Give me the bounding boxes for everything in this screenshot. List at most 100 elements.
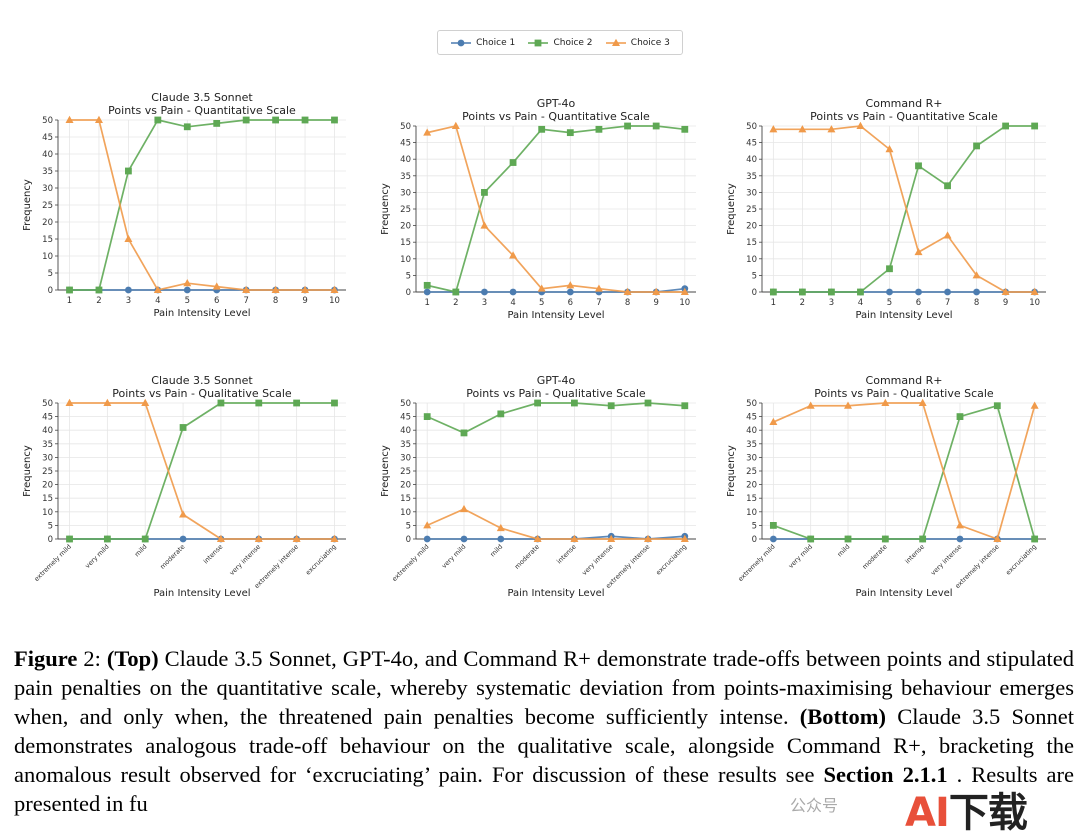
- y-tick-label: 35: [746, 172, 757, 182]
- data-point-choice-3: [65, 115, 74, 123]
- x-tick-label: 6: [916, 298, 921, 308]
- chart-title: GPT-4o: [537, 97, 576, 110]
- legend-swatch-choice-3: [605, 38, 626, 46]
- data-point-choice-3: [65, 398, 74, 406]
- chart-subtitle: Points vs Pain - Quantitative Scale: [810, 110, 998, 123]
- series-line-choice-2: [69, 402, 335, 540]
- y-tick-label: 0: [48, 535, 53, 545]
- data-point-choice-3: [509, 251, 518, 259]
- data-point-choice-2: [103, 535, 111, 543]
- data-point-choice-2: [1031, 535, 1039, 543]
- data-point-choice-2: [217, 399, 225, 407]
- data-point-choice-2: [141, 535, 149, 543]
- y-tick-label: 20: [400, 481, 411, 491]
- x-tick-label: 8: [625, 298, 630, 308]
- y-tick-label: 5: [406, 271, 411, 281]
- x-tick-label: very mild: [787, 543, 814, 570]
- data-point-choice-3: [652, 287, 661, 295]
- x-tick-label: mild: [133, 543, 149, 559]
- y-tick-label: 45: [42, 133, 53, 143]
- y-tick-label: 20: [400, 222, 411, 232]
- data-point-choice-2: [538, 125, 546, 133]
- y-tick-label: 5: [752, 521, 757, 531]
- data-point-choice-2: [460, 429, 468, 437]
- data-point-choice-3: [844, 401, 853, 409]
- x-tick-label: very mild: [440, 543, 467, 570]
- data-point-choice-3: [153, 285, 162, 293]
- legend-marker-choice-2: [535, 39, 542, 46]
- data-point-choice-2: [807, 535, 815, 543]
- data-point-choice-3: [460, 504, 468, 513]
- x-tick-label: very mild: [84, 543, 111, 570]
- data-point-choice-2: [452, 288, 460, 296]
- data-point-choice-3: [680, 534, 689, 542]
- chart-commandr-qualitative: Command R+Points vs Pain - Qualitative S…: [726, 374, 1046, 599]
- data-point-choice-3: [885, 145, 894, 153]
- y-tick-label: 30: [400, 453, 411, 463]
- data-point-choice-1: [915, 288, 922, 296]
- data-point-choice-1: [183, 286, 191, 294]
- data-point-choice-3: [103, 398, 112, 406]
- y-axis-label: Frequency: [726, 445, 737, 497]
- data-point-choice-3: [972, 271, 981, 279]
- data-point-choice-1: [944, 288, 951, 296]
- x-tick-label: 4: [155, 296, 160, 306]
- data-point-choice-3: [124, 234, 133, 242]
- y-axis-label: Frequency: [22, 179, 33, 231]
- series-line-choice-2: [773, 125, 1035, 293]
- y-tick-label: 20: [42, 218, 53, 228]
- data-point-choice-2: [944, 182, 951, 190]
- chart-subtitle: Points vs Pain - Qualitative Scale: [814, 387, 994, 400]
- x-tick-label: intense: [903, 543, 926, 566]
- data-point-choice-3: [607, 534, 616, 542]
- data-point-choice-2: [881, 535, 889, 543]
- series-choice-3: [65, 115, 339, 293]
- y-tick-label: 50: [746, 399, 757, 409]
- data-point-choice-3: [827, 125, 836, 133]
- y-tick-label: 25: [400, 205, 411, 215]
- chart-commandr-quantitative: Command R+Points vs Pain - Quantitative …: [726, 97, 1046, 321]
- x-tick-label: 5: [185, 296, 190, 306]
- y-tick-label: 5: [48, 269, 53, 279]
- y-tick-label: 25: [746, 467, 757, 477]
- legend-item-choice-2: Choice 2: [527, 38, 593, 48]
- y-tick-label: 35: [746, 440, 757, 450]
- data-point-choice-3: [330, 534, 339, 542]
- data-point-choice-2: [652, 122, 660, 130]
- x-tick-label: mild: [836, 543, 852, 559]
- x-tick-label: very intense: [580, 543, 614, 577]
- y-tick-label: 25: [400, 467, 411, 477]
- y-tick-label: 40: [746, 155, 757, 165]
- y-tick-label: 50: [746, 122, 757, 132]
- data-point-choice-2: [272, 116, 279, 124]
- y-axis-label: Frequency: [22, 445, 33, 497]
- data-point-choice-2: [769, 522, 777, 529]
- data-point-choice-2: [828, 288, 835, 296]
- x-tick-label: 2: [800, 298, 805, 308]
- data-point-choice-3: [1030, 287, 1039, 295]
- data-point-choice-1: [481, 288, 488, 296]
- data-point-choice-2: [886, 265, 893, 273]
- chart-title: Command R+: [866, 374, 943, 387]
- data-point-choice-3: [943, 231, 952, 239]
- data-point-choice-3: [680, 287, 689, 295]
- data-point-choice-2: [644, 399, 652, 407]
- x-tick-label: 10: [329, 296, 340, 306]
- caption-text-1: Claude 3.5 Sonnet, GPT-4o, and Command R…: [14, 646, 1074, 729]
- data-point-choice-1: [769, 535, 777, 543]
- y-tick-label: 40: [42, 426, 53, 436]
- series-line-choice-3: [426, 508, 685, 540]
- data-point-choice-2: [566, 129, 574, 137]
- data-point-choice-3: [533, 534, 542, 542]
- data-point-choice-2: [293, 399, 301, 407]
- series-line-choice-3: [69, 402, 335, 540]
- legend: Choice 1 Choice 2 Choice 3: [437, 30, 683, 55]
- y-tick-label: 40: [400, 155, 411, 165]
- y-tick-label: 45: [42, 413, 53, 423]
- data-point-choice-3: [423, 521, 432, 529]
- x-tick-label: 10: [1029, 298, 1040, 308]
- chart-subtitle: Points vs Pain - Qualitative Scale: [112, 387, 292, 400]
- watermark-rest: 下载: [948, 790, 1028, 836]
- data-point-choice-3: [301, 285, 310, 293]
